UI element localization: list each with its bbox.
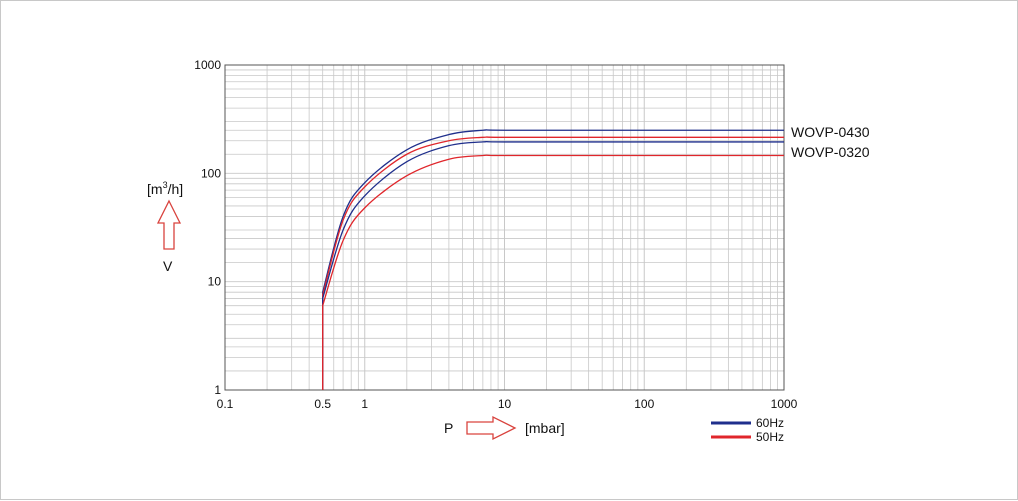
y-tick-label: 100	[201, 166, 221, 180]
y-tick-labels: 1 10 100 1000	[194, 58, 221, 397]
x-tick-label: 1000	[771, 397, 798, 411]
series-layer	[322, 129, 784, 390]
series-wovp-0320-60hz	[322, 140, 784, 390]
series-wovp-0320-50hz	[322, 154, 784, 390]
series-wovp-0430-60hz	[322, 129, 784, 390]
x-tick-label: 100	[634, 397, 654, 411]
x-tick-label: 1	[361, 397, 368, 411]
y-axis-unit: [m3/h]	[147, 180, 183, 197]
x-axis-unit: [mbar]	[525, 420, 565, 436]
curve-label-wovp-0430: WOVP-0430	[791, 124, 870, 140]
legend: 60Hz 50Hz	[711, 416, 784, 444]
x-tick-label: 0.1	[217, 397, 234, 411]
series-wovp-0430-50hz	[322, 136, 784, 390]
plot-border	[224, 64, 785, 391]
legend-label-60hz: 60Hz	[756, 416, 784, 430]
x-tick-labels: 0.1 0.5 1 10 100 1000	[217, 397, 798, 411]
x-tick-label: 0.5	[314, 397, 331, 411]
grid	[225, 65, 784, 390]
x-axis-arrow	[466, 415, 517, 441]
legend-label-50hz: 50Hz	[756, 430, 784, 444]
curve-label-wovp-0320: WOVP-0320	[791, 144, 870, 160]
y-tick-label: 10	[208, 275, 222, 289]
y-axis-label: V	[163, 258, 173, 274]
y-tick-label: 1	[214, 383, 221, 397]
y-tick-label: 1000	[194, 58, 221, 72]
x-tick-label: 10	[498, 397, 512, 411]
y-axis-arrow	[156, 199, 182, 250]
x-axis-label: P	[444, 420, 453, 436]
